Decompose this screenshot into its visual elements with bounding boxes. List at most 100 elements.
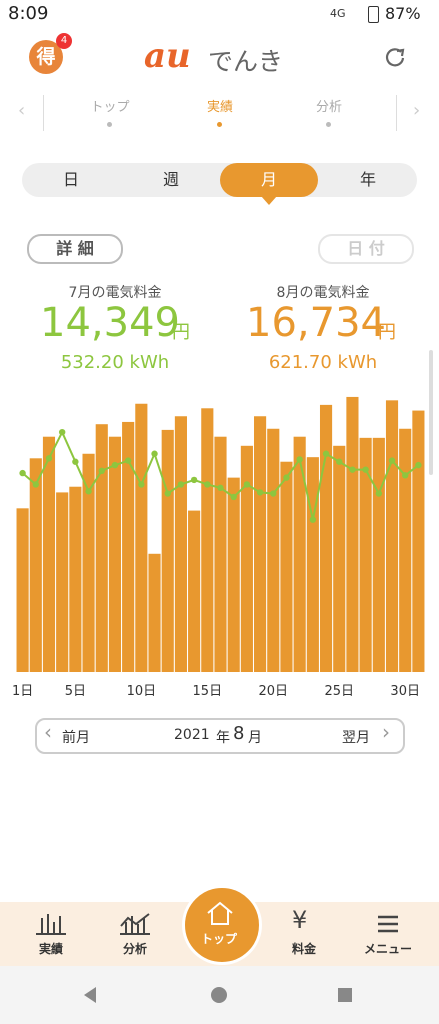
bar	[174, 416, 187, 672]
year-unit: 年	[216, 730, 230, 746]
line-point	[72, 458, 79, 465]
bar	[95, 424, 108, 672]
detail-button[interactable]: 詳 細	[27, 234, 123, 264]
line-point	[309, 516, 317, 523]
bar	[412, 410, 425, 672]
august-label: 8月の電気料金	[276, 285, 370, 301]
bar	[161, 429, 174, 672]
badge-count: 4	[56, 33, 72, 49]
refresh-icon[interactable]	[384, 46, 406, 68]
line-point	[243, 481, 251, 488]
next-month[interactable]: 翌月	[342, 730, 370, 746]
bar	[29, 458, 42, 672]
line-point	[204, 481, 211, 488]
line-point	[124, 457, 132, 464]
x-tick-label: 15日	[193, 684, 223, 699]
line-point	[362, 466, 369, 473]
line-point	[336, 458, 343, 465]
nav-icon	[120, 913, 150, 935]
bar	[240, 445, 253, 672]
line-point	[164, 490, 171, 497]
bar	[319, 404, 333, 672]
recent-button[interactable]	[338, 988, 352, 1002]
x-tick-label: 1日	[12, 684, 33, 699]
nav-item[interactable]: 料金	[291, 942, 316, 956]
date-button[interactable]: 日 付	[318, 234, 414, 264]
tab-active[interactable]: 実績	[206, 100, 233, 115]
bar	[280, 461, 293, 672]
nav-icon	[36, 914, 66, 935]
line-point	[151, 450, 158, 457]
prev-month[interactable]: 前月	[62, 730, 90, 746]
line-point	[322, 450, 330, 457]
nav-item[interactable]: 分析	[122, 942, 147, 956]
bar	[122, 421, 135, 672]
chart: 1日 5日 10日 15日 20日 25日 30日	[12, 350, 433, 699]
line-point	[388, 457, 396, 464]
bar	[372, 437, 385, 672]
bar	[108, 436, 122, 672]
bar	[42, 436, 56, 672]
home-icon	[207, 901, 233, 925]
bar	[254, 416, 267, 672]
home-system-button[interactable]	[211, 987, 227, 1003]
line-point	[217, 484, 224, 492]
back-button[interactable]	[80, 985, 100, 1005]
line-point	[283, 474, 290, 481]
month-nav	[35, 718, 405, 754]
segment-active[interactable]: 月	[260, 170, 277, 189]
x-tick-label: 10日	[127, 684, 157, 699]
august-unit: 円	[378, 322, 396, 343]
x-tick-label: 20日	[259, 684, 289, 699]
nav-item[interactable]: メニュー	[363, 942, 412, 956]
x-tick-label: 5日	[65, 684, 86, 699]
year: 2021	[174, 727, 210, 743]
line-point	[230, 493, 237, 501]
august-amount: 16,734	[246, 300, 386, 346]
line-point	[85, 488, 92, 495]
tab-dot	[326, 122, 331, 127]
line-point	[296, 456, 303, 463]
nav-item-active[interactable]: トップ	[200, 932, 237, 946]
month-unit: 月	[248, 730, 262, 746]
menu-icon	[378, 915, 398, 933]
bar	[267, 428, 280, 672]
tab[interactable]: 分析	[315, 100, 342, 115]
divider	[396, 95, 397, 131]
battery-icon	[368, 6, 379, 23]
bar	[201, 408, 214, 672]
august-usage: 621.70 kWh	[268, 352, 378, 373]
segment-active-bg	[220, 163, 318, 197]
line-point	[270, 490, 277, 497]
tab[interactable]: トップ	[90, 100, 130, 115]
segment[interactable]: 週	[162, 170, 179, 189]
yen-icon: ¥	[292, 906, 308, 934]
line-point	[138, 481, 145, 488]
x-tick-label: 30日	[390, 684, 420, 699]
x-tick-label: 25日	[324, 684, 354, 699]
bar	[16, 508, 29, 672]
nav-item[interactable]: 実績	[38, 942, 63, 956]
line-point	[111, 461, 119, 469]
status-time: 8:09	[8, 3, 49, 24]
line-point	[415, 461, 422, 469]
tab-prev[interactable]: ‹	[18, 100, 26, 121]
bar	[82, 453, 95, 672]
segment[interactable]: 年	[359, 170, 376, 189]
scrollbar	[429, 350, 433, 475]
next-arrow[interactable]: ›	[382, 720, 390, 744]
segment[interactable]: 日	[62, 170, 79, 189]
tab-dot	[217, 122, 222, 127]
bar	[385, 400, 399, 672]
status-network: 4G	[330, 7, 346, 20]
july-amount: 14,349	[40, 300, 180, 346]
bar	[333, 445, 346, 672]
segment-pointer	[261, 196, 277, 205]
prev-arrow[interactable]: ‹	[44, 720, 52, 744]
july-label: 7月の電気料金	[68, 285, 162, 301]
bar	[293, 436, 306, 672]
bar	[69, 486, 82, 672]
tab-next[interactable]: ›	[413, 100, 421, 121]
line-point	[375, 490, 383, 497]
